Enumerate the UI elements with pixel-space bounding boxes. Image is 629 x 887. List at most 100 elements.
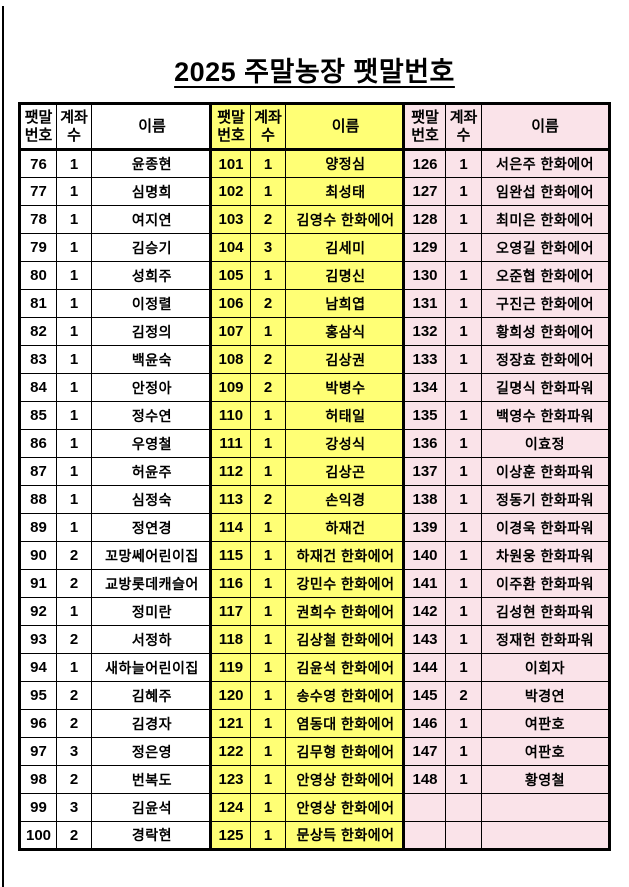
account-count-cell: 1: [56, 597, 92, 626]
table-row: 120 1 송수영 한화에어: [210, 681, 407, 710]
table-row: 143 1 정재헌 한화파워: [403, 625, 610, 654]
sign-number-cell: 125: [210, 821, 251, 850]
name-cell: 오영길 한화에어: [481, 233, 610, 262]
table-row: 87 1 허윤주: [19, 457, 214, 486]
name-cell: 황영철: [481, 765, 610, 794]
sign-number-cell: 108: [210, 345, 251, 374]
table-row: 88 1 심정숙: [19, 485, 214, 514]
header-name: 이름: [481, 103, 610, 151]
table-row: 146 1 여판호: [403, 709, 610, 738]
table-row: 98 2 번복도: [19, 765, 214, 794]
table-body: 126 1 서은주 한화에어 127 1 임완섭 한화에어 128 1 최미은 한화에어 129 1…: [403, 149, 610, 850]
table-row: 99 3 김윤석: [19, 793, 214, 822]
sign-number-cell: 146: [403, 709, 446, 738]
sign-number-cell: 97: [19, 737, 57, 766]
table-row: 105 1 김명신: [210, 261, 407, 290]
sign-number-cell: 96: [19, 709, 57, 738]
table-row: 103 2 김영수 한화에어: [210, 205, 407, 234]
name-cell: 강민수 한화에어: [285, 569, 407, 598]
table-row: 79 1 김승기: [19, 233, 214, 262]
sign-number-cell: 123: [210, 765, 251, 794]
table-row: 119 1 김윤석 한화에어: [210, 653, 407, 682]
name-cell: 김상권: [285, 345, 407, 374]
account-count-cell: 1: [445, 429, 482, 458]
name-cell: 새하늘어린이집: [91, 653, 214, 682]
account-count-cell: 1: [250, 457, 286, 486]
account-count-cell: 1: [445, 373, 482, 402]
table-row: 126 1 서은주 한화에어: [403, 149, 610, 178]
sign-number-cell: 106: [210, 289, 251, 318]
sign-number-cell: 143: [403, 625, 446, 654]
name-cell: 정동기 한화파워: [481, 485, 610, 514]
account-count-cell: 1: [445, 205, 482, 234]
account-count-cell: 1: [445, 541, 482, 570]
sign-number-cell: 116: [210, 569, 251, 598]
sign-number-cell: 89: [19, 513, 57, 542]
table-row: 137 1 이상훈 한화파워: [403, 457, 610, 486]
account-count-cell: 1: [56, 289, 92, 318]
table-row: 100 2 경락현: [19, 821, 214, 850]
table-row: 111 1 강성식: [210, 429, 407, 458]
table-row: 97 3 정은영: [19, 737, 214, 766]
account-count-cell: 1: [445, 233, 482, 262]
header-account-count: 계좌 수: [445, 103, 482, 151]
sign-number-cell: 76: [19, 149, 57, 178]
name-cell: 이경욱 한화파워: [481, 513, 610, 542]
name-cell: 김승기: [91, 233, 214, 262]
table-row: 78 1 여지연: [19, 205, 214, 234]
sign-number-cell: 126: [403, 149, 446, 178]
sign-number-cell: 78: [19, 205, 57, 234]
header-name: 이름: [91, 103, 214, 151]
sign-number-cell: 130: [403, 261, 446, 290]
table-row: 130 1 오준협 한화에어: [403, 261, 610, 290]
name-cell: 정미란: [91, 597, 214, 626]
name-cell: 김무형 한화에어: [285, 737, 407, 766]
name-cell: 김성현 한화파워: [481, 597, 610, 626]
table-row: 83 1 백윤숙: [19, 345, 214, 374]
name-cell: 김윤석 한화에어: [285, 653, 407, 682]
sign-number-cell: 115: [210, 541, 251, 570]
name-cell: 하재건: [285, 513, 407, 542]
account-count-cell: 1: [250, 149, 286, 178]
account-count-cell: [445, 793, 482, 822]
name-cell: 여지연: [91, 205, 214, 234]
table-row: 124 1 안영상 한화에어: [210, 793, 407, 822]
name-cell: 이회자: [481, 653, 610, 682]
name-cell: 여판호: [481, 737, 610, 766]
name-cell: 박경연: [481, 681, 610, 710]
name-cell: 하재건 한화에어: [285, 541, 407, 570]
account-count-cell: [445, 821, 482, 850]
sign-number-cell: 104: [210, 233, 251, 262]
account-count-cell: 1: [56, 317, 92, 346]
account-count-cell: 1: [445, 457, 482, 486]
sign-number-cell: 121: [210, 709, 251, 738]
account-count-cell: 1: [445, 485, 482, 514]
name-cell: 차원웅 한화파워: [481, 541, 610, 570]
name-cell: 문상득 한화에어: [285, 821, 407, 850]
table-body: 76 1 윤종현 77 1 심명희 78 1 여지연 79 1 김승기 80 1 성희주 81 1 이정렬 82 1 김…: [19, 149, 214, 850]
name-cell: 백영수 한화파워: [481, 401, 610, 430]
account-count-cell: 1: [56, 177, 92, 206]
header-sign-number: 팻말 번호: [403, 103, 446, 151]
table-row: 108 2 김상권: [210, 345, 407, 374]
account-count-cell: 3: [56, 793, 92, 822]
table-row: 123 1 안영상 한화에어: [210, 765, 407, 794]
signs-table-group-pink: 팻말 번호 계좌 수 이름 126 1 서은주 한화에어 127 1 임완섭 한화에어 12…: [402, 102, 611, 851]
sign-number-cell: 107: [210, 317, 251, 346]
account-count-cell: 2: [56, 569, 92, 598]
account-count-cell: 2: [445, 681, 482, 710]
header-row: 팻말 번호 계좌 수 이름: [19, 103, 214, 151]
table-row: 89 1 정연경: [19, 513, 214, 542]
table-row: 85 1 정수연: [19, 401, 214, 430]
name-cell: 홍삼식: [285, 317, 407, 346]
account-count-cell: 1: [250, 261, 286, 290]
name-cell: 서은주 한화에어: [481, 149, 610, 178]
account-count-cell: 1: [445, 345, 482, 374]
table-row: 113 2 손익경: [210, 485, 407, 514]
table-row: 107 1 홍삼식: [210, 317, 407, 346]
account-count-cell: 1: [445, 737, 482, 766]
name-cell: 번복도: [91, 765, 214, 794]
name-cell: 길명식 한화파워: [481, 373, 610, 402]
name-cell: 김상곤: [285, 457, 407, 486]
